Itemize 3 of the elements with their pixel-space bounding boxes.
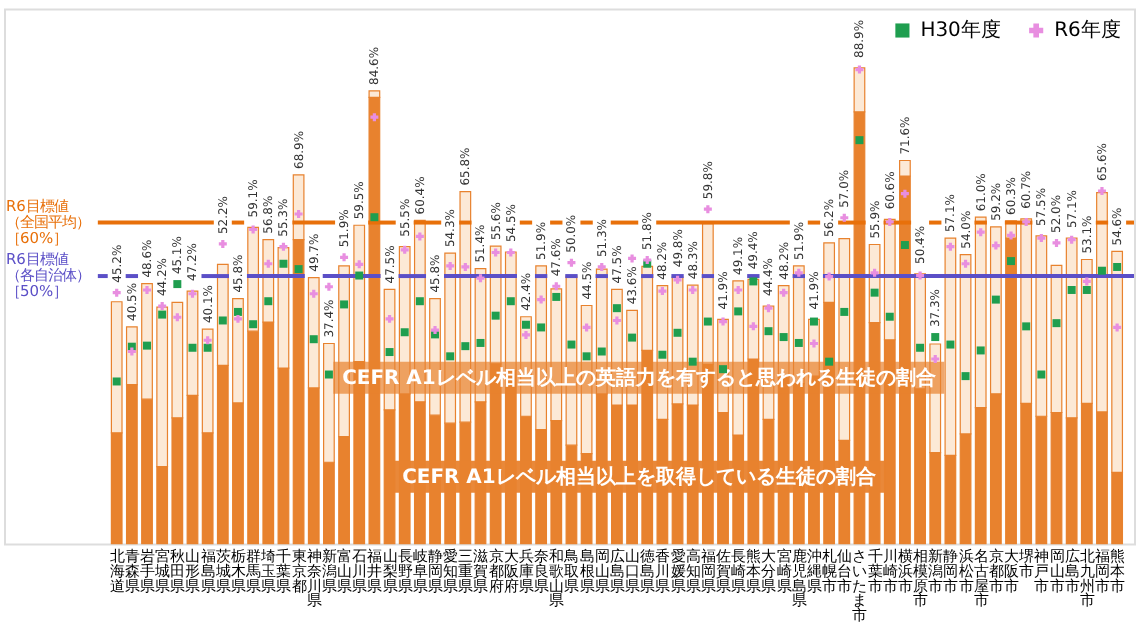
series-label: CEFR A1レベル相当以上を取得している生徒の割合 [402,464,878,489]
legend-label: H30年度 [920,18,1001,43]
legend-label: R6年度 [1054,18,1121,43]
